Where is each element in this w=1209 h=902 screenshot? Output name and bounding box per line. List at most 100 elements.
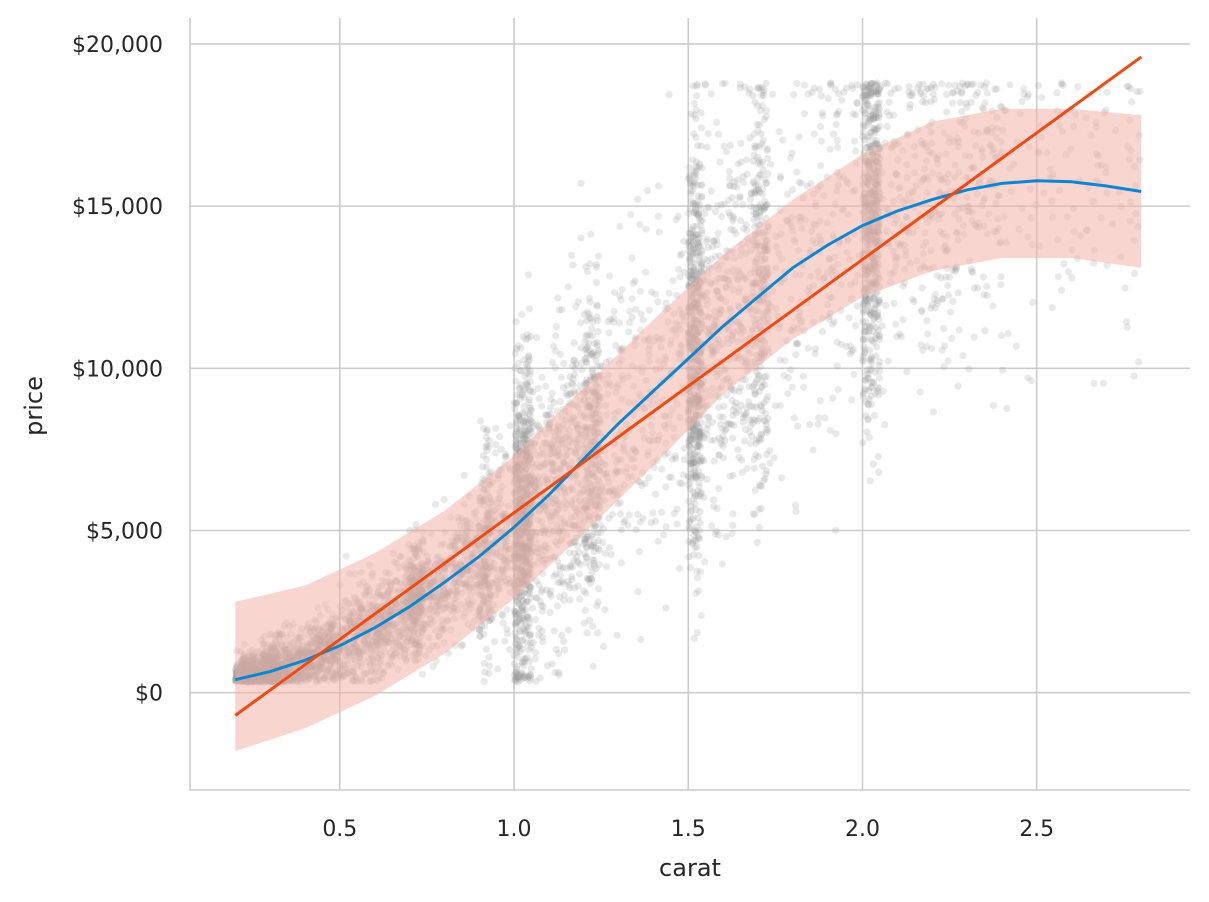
- scatter-point: [429, 663, 437, 671]
- scatter-point: [618, 285, 626, 294]
- scatter-point: [523, 613, 531, 621]
- scatter-point: [520, 385, 529, 393]
- scatter-point: [492, 449, 500, 457]
- scatter-point: [599, 642, 608, 651]
- scatter-point: [510, 671, 518, 679]
- scatter-point: [512, 619, 520, 627]
- scatter-point: [440, 495, 448, 503]
- scatter-point: [482, 434, 490, 442]
- scatter-point: [485, 653, 493, 661]
- scatter-point: [580, 587, 588, 595]
- scatter-point: [548, 660, 556, 668]
- scatter-point: [457, 642, 465, 650]
- scatter-point: [510, 652, 518, 660]
- scatter-point: [520, 426, 529, 434]
- scatter-point: [519, 596, 527, 605]
- scatter-point: [512, 635, 520, 643]
- scatter-point: [526, 377, 534, 386]
- scatter-point: [517, 592, 526, 600]
- scatter-point: [562, 389, 571, 397]
- scatter-point: [654, 212, 662, 220]
- scatter-point: [651, 517, 659, 525]
- scatter-point: [675, 564, 684, 573]
- scatter-point: [526, 619, 534, 627]
- scatter-point: [511, 619, 519, 627]
- scatter-point: [480, 659, 488, 667]
- scatter-point: [588, 555, 597, 564]
- scatter-point: [511, 675, 520, 684]
- scatter-point: [673, 520, 681, 528]
- scatter-point: [514, 411, 523, 419]
- scatter-point: [533, 334, 541, 342]
- scatter-point: [524, 613, 533, 621]
- scatter-point: [550, 398, 558, 407]
- scatter-point: [519, 418, 528, 426]
- scatter-point: [520, 655, 528, 663]
- scatter-point: [570, 549, 578, 557]
- scatter-point: [607, 550, 615, 559]
- scatter-point: [521, 417, 529, 425]
- scatter-point: [662, 483, 670, 491]
- scatter-point: [593, 629, 602, 637]
- scatter-point: [520, 589, 529, 597]
- scatter-point: [525, 396, 534, 404]
- scatter-point: [478, 463, 487, 471]
- scatter-point: [513, 673, 521, 681]
- scatter-point: [514, 600, 523, 608]
- scatter-point: [635, 548, 644, 556]
- scatter-point: [490, 638, 499, 646]
- scatter-point: [569, 362, 577, 370]
- scatter-point: [512, 399, 520, 407]
- scatter-point: [669, 277, 677, 285]
- scatter-point: [521, 409, 529, 417]
- scatter-point: [519, 614, 527, 622]
- scatter-point: [521, 673, 529, 682]
- scatter-point: [516, 647, 524, 656]
- scatter-point: [525, 631, 534, 640]
- scatter-point: [658, 465, 666, 473]
- scatter-point: [563, 564, 571, 572]
- scatter-point: [519, 333, 527, 341]
- scatter-point: [522, 335, 530, 343]
- scatter-point: [516, 642, 524, 650]
- scatter-point: [520, 616, 529, 624]
- scatter-point: [625, 328, 633, 336]
- scatter-point: [520, 673, 528, 681]
- scatter-point: [522, 629, 530, 637]
- scatter-point: [524, 383, 532, 391]
- scatter-point: [521, 627, 529, 636]
- scatter-point: [577, 234, 585, 242]
- scatter-point: [526, 427, 534, 435]
- scatter-point: [503, 605, 511, 614]
- scatter-point: [605, 329, 613, 337]
- scatter-point: [503, 630, 511, 638]
- scatter-point: [523, 331, 531, 339]
- scatter-point: [552, 347, 560, 355]
- scatter-point: [519, 617, 527, 625]
- scatter-point: [557, 373, 565, 381]
- scatter-point: [513, 419, 521, 427]
- scatter-point: [570, 339, 578, 347]
- scatter-point: [548, 389, 556, 397]
- scatter-point: [685, 164, 693, 172]
- scatter-point: [521, 429, 529, 437]
- scatter-point: [514, 653, 522, 661]
- scatter-point: [524, 674, 532, 683]
- scatter-point: [527, 583, 535, 591]
- scatter-point: [582, 263, 590, 271]
- scatter-point: [527, 594, 535, 602]
- scatter-point: [515, 609, 523, 617]
- scatter-point: [516, 381, 525, 389]
- scatter-point: [497, 445, 505, 453]
- scatter-point: [617, 526, 626, 534]
- scatter-point: [524, 353, 532, 361]
- scatter-point: [498, 610, 506, 618]
- scatter-point: [560, 359, 568, 367]
- scatter-point: [518, 669, 526, 678]
- scatter-point: [662, 604, 670, 612]
- scatter-point: [515, 641, 523, 650]
- scatter-point: [520, 417, 528, 425]
- scatter-point: [552, 570, 560, 578]
- scatter-point: [412, 521, 420, 529]
